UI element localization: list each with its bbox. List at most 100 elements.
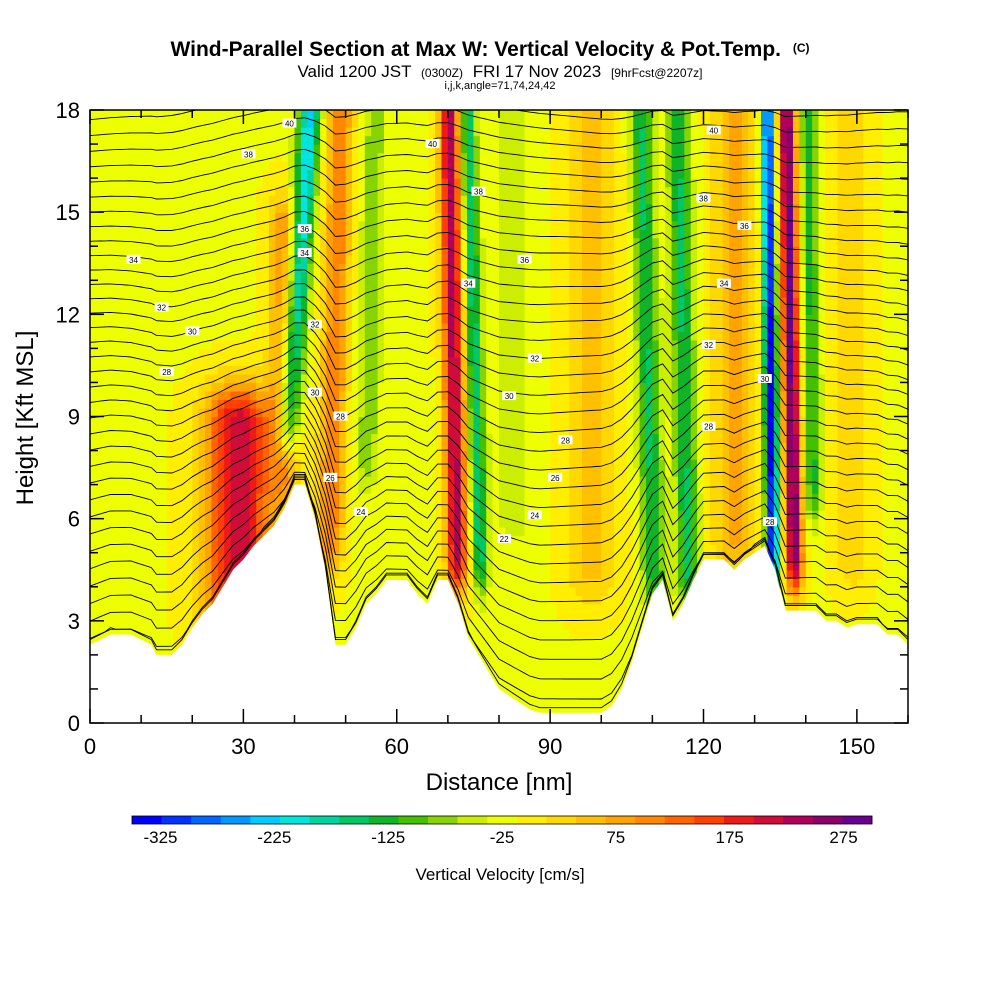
velocity-cell — [518, 237, 526, 247]
velocity-cell — [524, 203, 532, 213]
velocity-cell — [230, 407, 238, 418]
velocity-cell — [339, 212, 347, 222]
velocity-cell — [173, 612, 181, 622]
velocity-cell — [383, 186, 391, 196]
velocity-cell — [211, 425, 219, 435]
velocity-cell — [326, 373, 334, 384]
velocity-cell — [435, 518, 443, 528]
velocity-cell — [224, 314, 232, 324]
velocity-cell — [511, 161, 519, 171]
velocity-cell — [377, 220, 385, 230]
velocity-cell — [102, 254, 110, 264]
velocity-cell — [415, 246, 423, 256]
velocity-cell — [307, 365, 315, 375]
velocity-cell — [511, 476, 519, 486]
velocity-cell — [192, 254, 200, 264]
velocity-cell — [435, 331, 443, 341]
velocity-cell — [230, 135, 238, 145]
velocity-cell — [185, 425, 193, 435]
velocity-cell — [467, 348, 475, 358]
velocity-cell — [192, 246, 200, 256]
velocity-cell — [205, 501, 213, 511]
velocity-cell — [339, 110, 347, 120]
velocity-cell — [505, 195, 513, 205]
velocity-cell — [205, 527, 213, 537]
velocity-cell — [332, 459, 340, 469]
velocity-cell — [358, 271, 366, 281]
velocity-cell — [217, 161, 225, 171]
velocity-cell — [358, 569, 366, 579]
velocity-cell — [435, 322, 443, 332]
velocity-cell — [409, 118, 417, 128]
velocity-cell — [332, 433, 340, 443]
velocity-cell — [166, 110, 174, 120]
velocity-cell — [243, 425, 251, 435]
velocity-cell — [288, 373, 296, 384]
velocity-cell — [109, 220, 117, 230]
velocity-cell — [511, 518, 519, 528]
velocity-cell — [179, 459, 187, 469]
velocity-cell — [160, 203, 168, 213]
velocity-cell — [473, 544, 481, 554]
velocity-cell — [320, 322, 328, 332]
velocity-cell — [518, 586, 526, 596]
velocity-cell — [198, 297, 206, 307]
velocity-cell — [300, 297, 308, 307]
velocity-cell — [96, 450, 104, 460]
velocity-cell — [121, 578, 129, 588]
velocity-cell — [383, 220, 391, 230]
velocity-cell — [403, 510, 411, 520]
velocity-cell — [141, 552, 149, 562]
velocity-cell — [153, 603, 161, 613]
velocity-cell — [364, 407, 372, 418]
velocity-cell — [173, 339, 181, 349]
velocity-cell — [217, 297, 225, 307]
velocity-cell — [371, 254, 379, 264]
velocity-cell — [352, 169, 360, 179]
velocity-cell — [435, 195, 443, 205]
velocity-cell — [147, 110, 155, 120]
velocity-cell — [441, 110, 449, 120]
velocity-cell — [307, 459, 315, 469]
velocity-cell — [236, 331, 244, 341]
velocity-cell — [377, 246, 385, 256]
velocity-cell — [441, 331, 449, 341]
velocity-cell — [90, 416, 97, 426]
velocity-cell — [390, 535, 398, 545]
velocity-cell — [428, 237, 436, 247]
velocity-cell — [320, 195, 328, 205]
velocity-cell — [371, 356, 379, 367]
velocity-cell — [454, 322, 462, 332]
velocity-cell — [173, 246, 181, 256]
velocity-cell — [403, 152, 411, 162]
velocity-cell — [102, 476, 110, 486]
velocity-cell — [268, 365, 276, 375]
velocity-cell — [134, 246, 142, 256]
velocity-cell — [300, 127, 308, 137]
velocity-cell — [518, 697, 526, 707]
velocity-cell — [454, 382, 462, 392]
velocity-cell — [332, 484, 340, 494]
velocity-cell — [479, 569, 487, 579]
velocity-cell — [275, 110, 283, 120]
velocity-cell — [249, 459, 257, 469]
velocity-cell — [371, 305, 379, 315]
velocity-cell — [166, 578, 174, 588]
velocity-cell — [339, 229, 347, 239]
velocity-cell — [153, 518, 161, 528]
velocity-cell — [185, 595, 193, 605]
velocity-cell — [345, 476, 353, 486]
velocity-cell — [479, 135, 487, 145]
velocity-cell — [364, 212, 372, 222]
velocity-cell — [198, 569, 206, 579]
velocity-cell — [217, 152, 225, 162]
velocity-cell — [294, 416, 302, 426]
velocity-cell — [390, 442, 398, 452]
velocity-cell — [313, 118, 321, 128]
velocity-cell — [518, 459, 526, 469]
velocity-cell — [96, 195, 104, 205]
velocity-cell — [192, 356, 200, 367]
velocity-cell — [109, 620, 117, 630]
velocity-cell — [435, 407, 443, 418]
velocity-cell — [211, 544, 219, 554]
